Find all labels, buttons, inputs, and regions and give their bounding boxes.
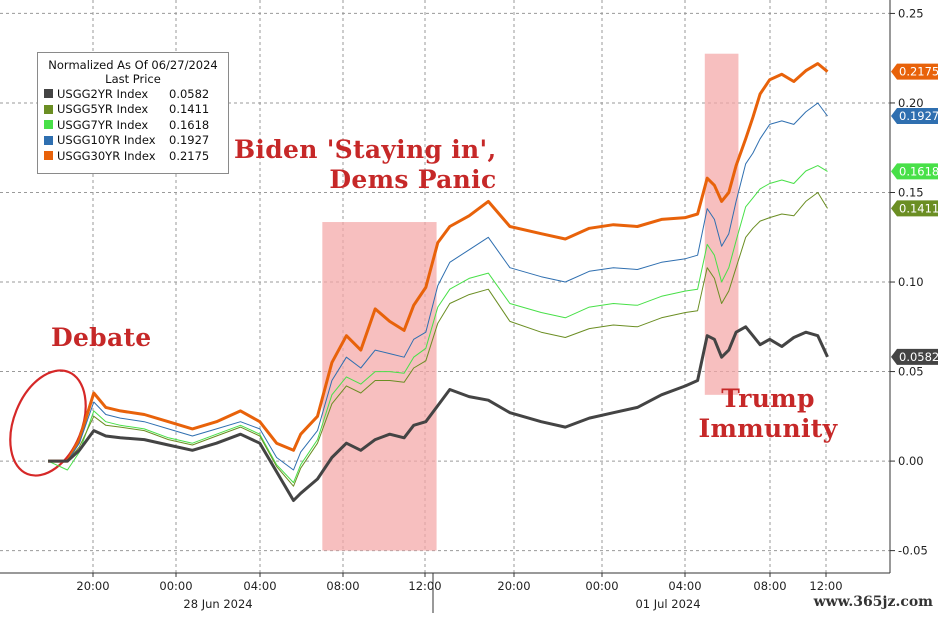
y-tick-label: 0.00 [898, 454, 924, 468]
legend-series-value: 0.2175 [169, 148, 210, 163]
legend-swatch [44, 89, 53, 99]
value-tag-box [891, 200, 938, 217]
value-tag-box [891, 63, 938, 80]
legend-entry: USGG5YR Index 0.1411 [44, 102, 222, 118]
legend-series-value: 0.1927 [169, 133, 210, 148]
x-tick-label: 04:00 [668, 579, 701, 593]
legend-entry: USGG7YR Index 0.1618 [44, 117, 222, 133]
value-tag: 0.1927 [891, 108, 939, 125]
annotation-debate: Debate [51, 323, 152, 352]
x-date-label: 01 Jul 2024 [635, 597, 700, 611]
value-tag-box [891, 108, 938, 125]
legend-entry: USGG30YR Index 0.2175 [44, 148, 222, 164]
legend-swatch [44, 104, 53, 114]
value-tag-label: 0.0582 [899, 350, 939, 364]
highlight-region [704, 53, 739, 395]
value-tag-label: 0.1927 [899, 109, 939, 123]
value-tag-box [891, 163, 938, 180]
legend-series-name: USGG10YR Index [57, 133, 156, 148]
y-tick-label: 0.25 [898, 6, 924, 20]
highlight-region [322, 222, 437, 551]
x-tick-label: 12:00 [408, 579, 441, 593]
x-tick-label: 08:00 [753, 579, 786, 593]
grid-lines [0, 0, 890, 573]
annotation-trump: Trump Immunity [698, 384, 838, 443]
y-tick-label: 0.20 [898, 96, 924, 110]
value-tag-label: 0.1618 [899, 164, 939, 178]
x-date-label: 28 Jun 2024 [183, 597, 252, 611]
legend-title-line-1: Normalized As Of 06/27/2024 [48, 58, 218, 72]
x-tick-label: 04:00 [243, 579, 276, 593]
series-line [48, 102, 828, 471]
x-tick-label: 12:00 [809, 579, 842, 593]
value-tag-box [891, 348, 938, 365]
axes: 0.25 0.20 0.15 0.10 0.05 0.00 -0.05 20:00 00:00 0… [0, 0, 928, 613]
series-line [48, 62, 829, 463]
y-tick-label: 0.10 [898, 275, 924, 289]
legend-series-value: 0.1411 [169, 102, 210, 117]
value-tag-label: 0.1411 [899, 201, 939, 215]
series-line [48, 325, 829, 502]
legend-series-value: 0.0582 [169, 86, 210, 101]
legend-series-name: USGG2YR Index [57, 86, 149, 101]
value-tags: 0.2175 0.1927 0.1618 0.1411 0.0582 [891, 63, 939, 365]
watermark: www.365jz.com [813, 594, 933, 610]
x-tick-label: 00:00 [585, 579, 618, 593]
y-tick-label: -0.05 [898, 544, 928, 558]
series-lines [47, 62, 829, 502]
x-tick-label: 20:00 [76, 579, 109, 593]
legend-entry: USGG2YR Index 0.0582 [44, 86, 222, 102]
legend-series-name: USGG7YR Index [57, 117, 149, 132]
legend-series-value: 0.1618 [169, 117, 210, 132]
legend-swatch [44, 135, 53, 145]
legend-title-line-2: Last Price [105, 72, 161, 86]
x-tick-label: 00:00 [159, 579, 192, 593]
value-tag: 0.0582 [891, 348, 939, 365]
legend-entry: USGG10YR Index 0.1927 [44, 133, 222, 149]
y-tick-label: 0.05 [898, 365, 924, 379]
legend-swatch [44, 120, 53, 130]
value-tag: 0.1618 [891, 163, 939, 180]
series-line [48, 192, 828, 487]
legend: Normalized As Of 06/27/2024 Last Price U… [37, 52, 229, 174]
legend-series-name: USGG30YR Index [57, 148, 156, 163]
legend-series-name: USGG5YR Index [57, 102, 149, 117]
annotation-biden: Biden 'Staying in', Dems Panic [234, 135, 497, 194]
value-tag-label: 0.2175 [899, 65, 939, 79]
y-tick-label: 0.15 [898, 185, 924, 199]
value-tag: 0.2175 [891, 63, 939, 80]
x-tick-label: 08:00 [326, 579, 359, 593]
value-tag: 0.1411 [891, 200, 939, 217]
legend-swatch [44, 151, 53, 161]
x-tick-label: 20:00 [497, 579, 530, 593]
series-line [47, 165, 828, 484]
